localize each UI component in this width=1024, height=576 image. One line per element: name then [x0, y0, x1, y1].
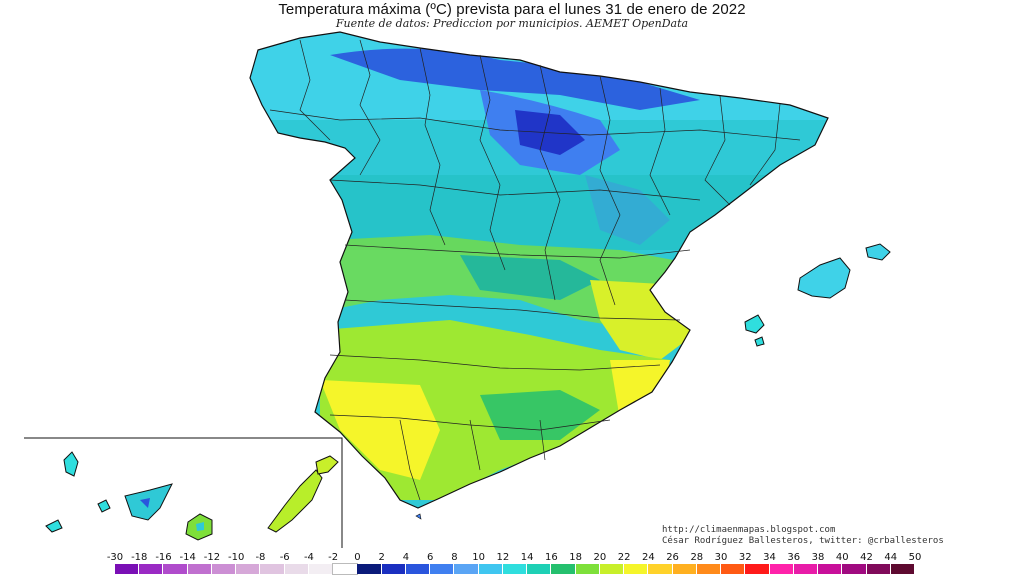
legend-swatch: [187, 564, 212, 574]
ceuta: [415, 513, 422, 520]
legend-tick: 10: [472, 552, 485, 563]
legend-tick: -6: [279, 552, 290, 563]
legend-tick: -2: [328, 552, 339, 563]
huelva-hot-zone: [320, 380, 440, 480]
legend-swatch: [236, 564, 261, 574]
la-gomera: [45, 519, 63, 533]
legend-swatch: [381, 564, 406, 574]
legend-swatch: [430, 564, 455, 574]
legend-swatch: [211, 564, 237, 574]
legend-tick: -14: [179, 552, 196, 563]
legend-tick: 44: [884, 552, 898, 563]
legend-tick: 16: [544, 552, 558, 563]
legend-tick: 28: [690, 552, 704, 563]
legend-swatch: [551, 564, 576, 574]
legend-tick: 20: [593, 552, 607, 563]
legend-tick: 40: [835, 552, 849, 563]
legend-swatch: [599, 564, 625, 574]
legend-swatch: [818, 564, 843, 574]
legend-swatch: [405, 564, 431, 574]
temperature-legend: -30 -18 -16 -14 -12 -10 -8 -6 -4 -2 0 2 4 6 8 10 12 14 16 1…: [107, 552, 921, 575]
province-boundaries: [269, 39, 801, 501]
map-subtitle: Fuente de datos: Prediccion por municipi…: [335, 17, 689, 30]
legend-swatch: [308, 564, 334, 574]
legend-tick: 50: [908, 552, 922, 563]
legend-swatch: [866, 564, 891, 574]
peninsula-temperature-field: [250, 32, 828, 508]
legend-swatch: [115, 564, 140, 574]
balearic-islands: [744, 243, 891, 347]
legend-swatch: [769, 564, 794, 574]
mallorca: [797, 257, 851, 299]
legend-swatch: [139, 564, 164, 574]
legend-swatch: [624, 564, 649, 574]
legend-swatch: [890, 564, 915, 574]
legend-tick: 42: [860, 552, 873, 563]
legend-tick: 0: [354, 552, 361, 563]
legend-tick: -8: [255, 552, 266, 563]
legend-tick: -30: [106, 552, 124, 563]
canary-islands-inset: [24, 437, 343, 548]
legend-swatch: [842, 564, 867, 574]
map-title: Temperatura máxima (ºC) prevista para el…: [278, 1, 746, 18]
ibiza: [744, 314, 765, 334]
legend-swatch: [260, 564, 285, 574]
legend-swatch: [163, 564, 188, 574]
legend-swatch: [648, 564, 673, 574]
legend-tick: -10: [228, 552, 245, 563]
legend-tick: 18: [569, 552, 582, 563]
legend-swatch: [575, 564, 600, 574]
menorca: [865, 243, 891, 261]
map-credits: http://climaenmapas.blogspot.com César R…: [662, 525, 944, 547]
legend-tick: 26: [666, 552, 679, 563]
legend-swatch: [793, 564, 819, 574]
legend-swatch: [696, 564, 722, 574]
legend-tick: 22: [617, 552, 631, 563]
legend-swatch: [672, 564, 697, 574]
credits-author: César Rodríguez Ballesteros, twitter: @c…: [662, 536, 944, 546]
legend-tick: 24: [641, 552, 655, 563]
legend-swatch: [357, 564, 382, 574]
legend-tick: -18: [131, 552, 148, 563]
legend-tick: 32: [738, 552, 752, 563]
legend-tick: 36: [787, 552, 801, 563]
legend-swatch: [527, 564, 552, 574]
legend-tick: 38: [811, 552, 825, 563]
legend-swatch: [454, 564, 479, 574]
legend-tick: -4: [303, 552, 314, 563]
legend-tick: 6: [426, 552, 434, 563]
legend-tick: -12: [203, 552, 221, 563]
legend-tick: 12: [496, 552, 510, 563]
fuerteventura: [267, 469, 323, 533]
el-hierro: [97, 499, 111, 513]
formentera: [754, 336, 765, 347]
legend-swatch: [721, 564, 746, 574]
lanzarote: [315, 455, 339, 475]
la-palma: [63, 451, 79, 477]
legend-tick: 34: [763, 552, 776, 563]
legend-swatch: [332, 563, 359, 575]
legend-swatch: [284, 564, 309, 574]
cantabrian-cold-zone: [330, 48, 700, 110]
legend-tick: 2: [378, 552, 385, 563]
legend-swatch: [502, 564, 528, 574]
legend-tick: 8: [451, 552, 458, 563]
legend-tick: 30: [714, 552, 728, 563]
credits-url: http://climaenmapas.blogspot.com: [662, 525, 836, 535]
legend-tick: 4: [402, 552, 410, 563]
legend-swatch: [745, 564, 770, 574]
legend-tick: -16: [155, 552, 172, 563]
legend-swatch: [478, 564, 503, 574]
legend-tick: 14: [520, 552, 534, 563]
